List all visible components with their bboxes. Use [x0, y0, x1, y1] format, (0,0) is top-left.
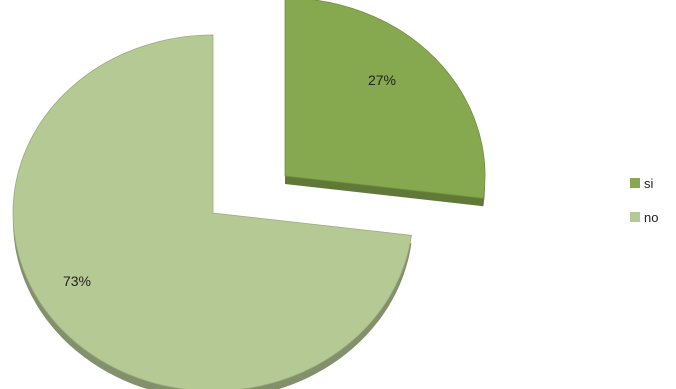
pie-slices: [12, 0, 486, 389]
legend-label-no: no: [644, 209, 659, 225]
pie-slice-si: [284, 0, 486, 199]
pie-label-no: 73%: [63, 273, 91, 289]
legend-swatch-no: [630, 212, 640, 222]
legend-label-si: si: [644, 175, 654, 191]
legend-item-si: si: [630, 174, 676, 192]
pie-slice-no: [12, 34, 412, 389]
legend: si no: [630, 174, 676, 242]
pie-labels: 27% 73%: [63, 72, 396, 289]
legend-swatch-si: [630, 178, 640, 188]
pie-label-si: 27%: [368, 72, 396, 88]
legend-item-no: no: [630, 208, 676, 226]
